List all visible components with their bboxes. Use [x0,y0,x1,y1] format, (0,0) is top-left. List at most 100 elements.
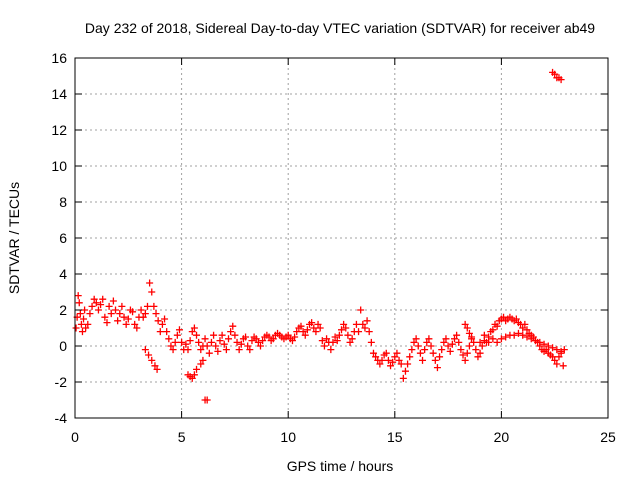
data-point [197,346,205,354]
data-point [233,338,241,346]
data-point [218,331,226,339]
data-point [212,342,220,350]
data-point [387,362,395,370]
data-point [489,335,497,343]
data-point [523,326,531,334]
data-point [465,329,473,337]
data-point [410,338,418,346]
data-point [327,346,335,354]
data-point [335,331,343,339]
data-point [129,308,137,316]
data-point [133,324,141,332]
data-point [416,349,424,357]
data-point [342,324,350,332]
data-point [77,320,85,328]
data-point [193,365,201,373]
data-point [497,335,505,343]
data-point [145,351,153,359]
y-tick-label: 16 [51,50,67,66]
data-point [237,340,245,348]
data-point [116,310,124,318]
data-point [78,328,86,336]
data-point [397,360,405,368]
data-point [178,338,186,346]
data-point [269,335,277,343]
data-point [446,347,454,355]
data-point [489,326,497,334]
data-point [301,331,309,339]
data-point [291,333,299,341]
data-point [382,349,390,357]
data-point [242,333,250,341]
data-point [551,356,559,364]
data-point [453,331,461,339]
data-point [167,342,175,350]
data-point [293,328,301,336]
data-point [542,346,550,354]
data-point [502,333,510,341]
data-point [92,299,100,307]
data-point [536,338,544,346]
data-point [201,335,209,343]
data-point [361,324,369,332]
data-point [340,320,348,328]
data-point [80,315,88,323]
x-tick-label: 0 [71,429,79,445]
data-point [493,338,501,346]
data-point [519,331,527,339]
data-point [76,310,84,318]
data-point [190,324,198,332]
data-point [323,335,331,343]
data-point [303,326,311,334]
data-point [401,367,409,375]
data-point [235,346,243,354]
data-point [190,371,198,379]
data-point [153,365,161,373]
data-point [297,322,305,330]
data-point [148,288,156,296]
data-point [378,356,386,364]
data-point [549,353,557,361]
data-point [131,320,139,328]
data-point [316,324,324,332]
data-point [114,317,122,325]
data-point [463,349,471,357]
data-point [156,328,164,336]
data-point [474,353,482,361]
data-point [171,338,179,346]
y-tick-label: 0 [59,338,67,354]
data-point [429,349,437,357]
x-tick-label: 20 [494,429,510,445]
data-point [544,342,552,350]
data-point [461,320,469,328]
data-point [97,301,105,309]
data-point [182,340,190,348]
data-point [553,360,561,368]
data-point [186,337,194,345]
data-point [229,322,237,330]
data-point [472,346,480,354]
data-point [444,342,452,350]
data-point [169,346,177,354]
data-point [372,353,380,361]
data-point [329,338,337,346]
data-point [173,331,181,339]
data-point [318,337,326,345]
data-point [367,338,375,346]
data-point [440,338,448,346]
data-point [231,331,239,339]
data-point [105,302,113,310]
data-point [94,306,102,314]
data-point [109,297,117,305]
data-point [141,346,149,354]
data-point [521,320,529,328]
data-point [333,337,341,345]
data-point [419,356,427,364]
data-point [476,338,484,346]
data-point [551,70,559,78]
data-point [118,302,126,310]
data-point [344,331,352,339]
data-point [425,335,433,343]
data-point [199,356,207,364]
data-point [331,333,339,341]
